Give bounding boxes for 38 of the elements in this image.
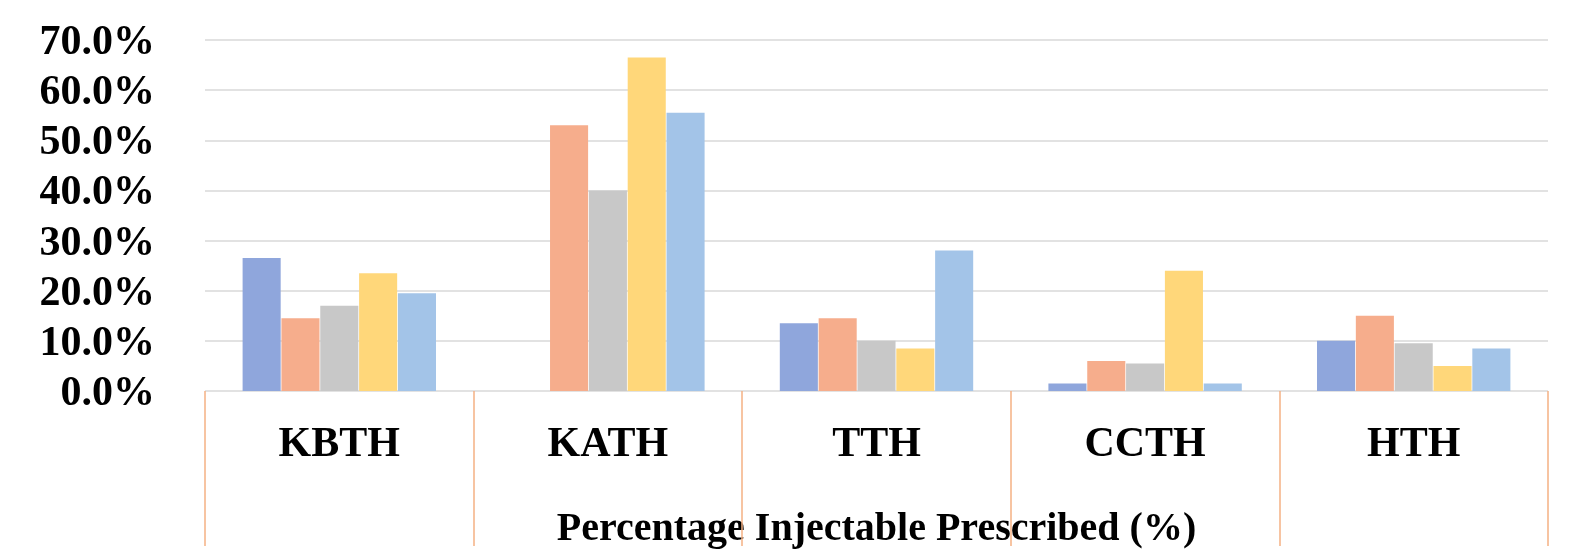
- bar: [1355, 315, 1394, 391]
- y-tick-label: 50.0%: [39, 117, 155, 164]
- bar: [779, 323, 818, 391]
- bar: [1394, 343, 1433, 391]
- bar: [857, 340, 896, 391]
- y-tick-label: 10.0%: [39, 317, 155, 364]
- bar: [1472, 348, 1511, 391]
- y-tick-label: 70.0%: [39, 17, 155, 63]
- x-axis-title: Percentage Injectable Prescribed (%): [556, 503, 1197, 549]
- x-tick-label: HTH: [1367, 419, 1461, 465]
- y-tick-label: 30.0%: [39, 217, 155, 264]
- bar: [281, 318, 320, 391]
- bar: [1087, 360, 1126, 391]
- bar: [627, 57, 666, 391]
- bar: [1126, 363, 1165, 391]
- y-tick-label: 60.0%: [39, 67, 155, 114]
- bar: [1433, 365, 1472, 391]
- bar: [935, 250, 974, 391]
- bar: [1317, 340, 1356, 391]
- y-tick-label: 20.0%: [39, 267, 155, 314]
- bar: [359, 273, 398, 391]
- x-tick-label: TTH: [832, 419, 921, 465]
- bar: [242, 258, 281, 391]
- x-tick-label: KATH: [547, 419, 669, 465]
- bar: [1048, 383, 1087, 391]
- y-tick-label: 0.0%: [60, 368, 155, 414]
- x-tick-label: KBTH: [278, 419, 400, 465]
- bar: [397, 293, 436, 391]
- bar: [896, 348, 935, 391]
- bar: [320, 305, 359, 391]
- bar: [588, 190, 627, 391]
- bar: [1164, 270, 1203, 391]
- bar: [550, 125, 589, 391]
- bar: [818, 318, 857, 391]
- x-tick-label: CCTH: [1084, 419, 1206, 465]
- y-tick-label: 40.0%: [39, 167, 155, 214]
- bar: [1203, 383, 1242, 391]
- bar: [666, 112, 705, 391]
